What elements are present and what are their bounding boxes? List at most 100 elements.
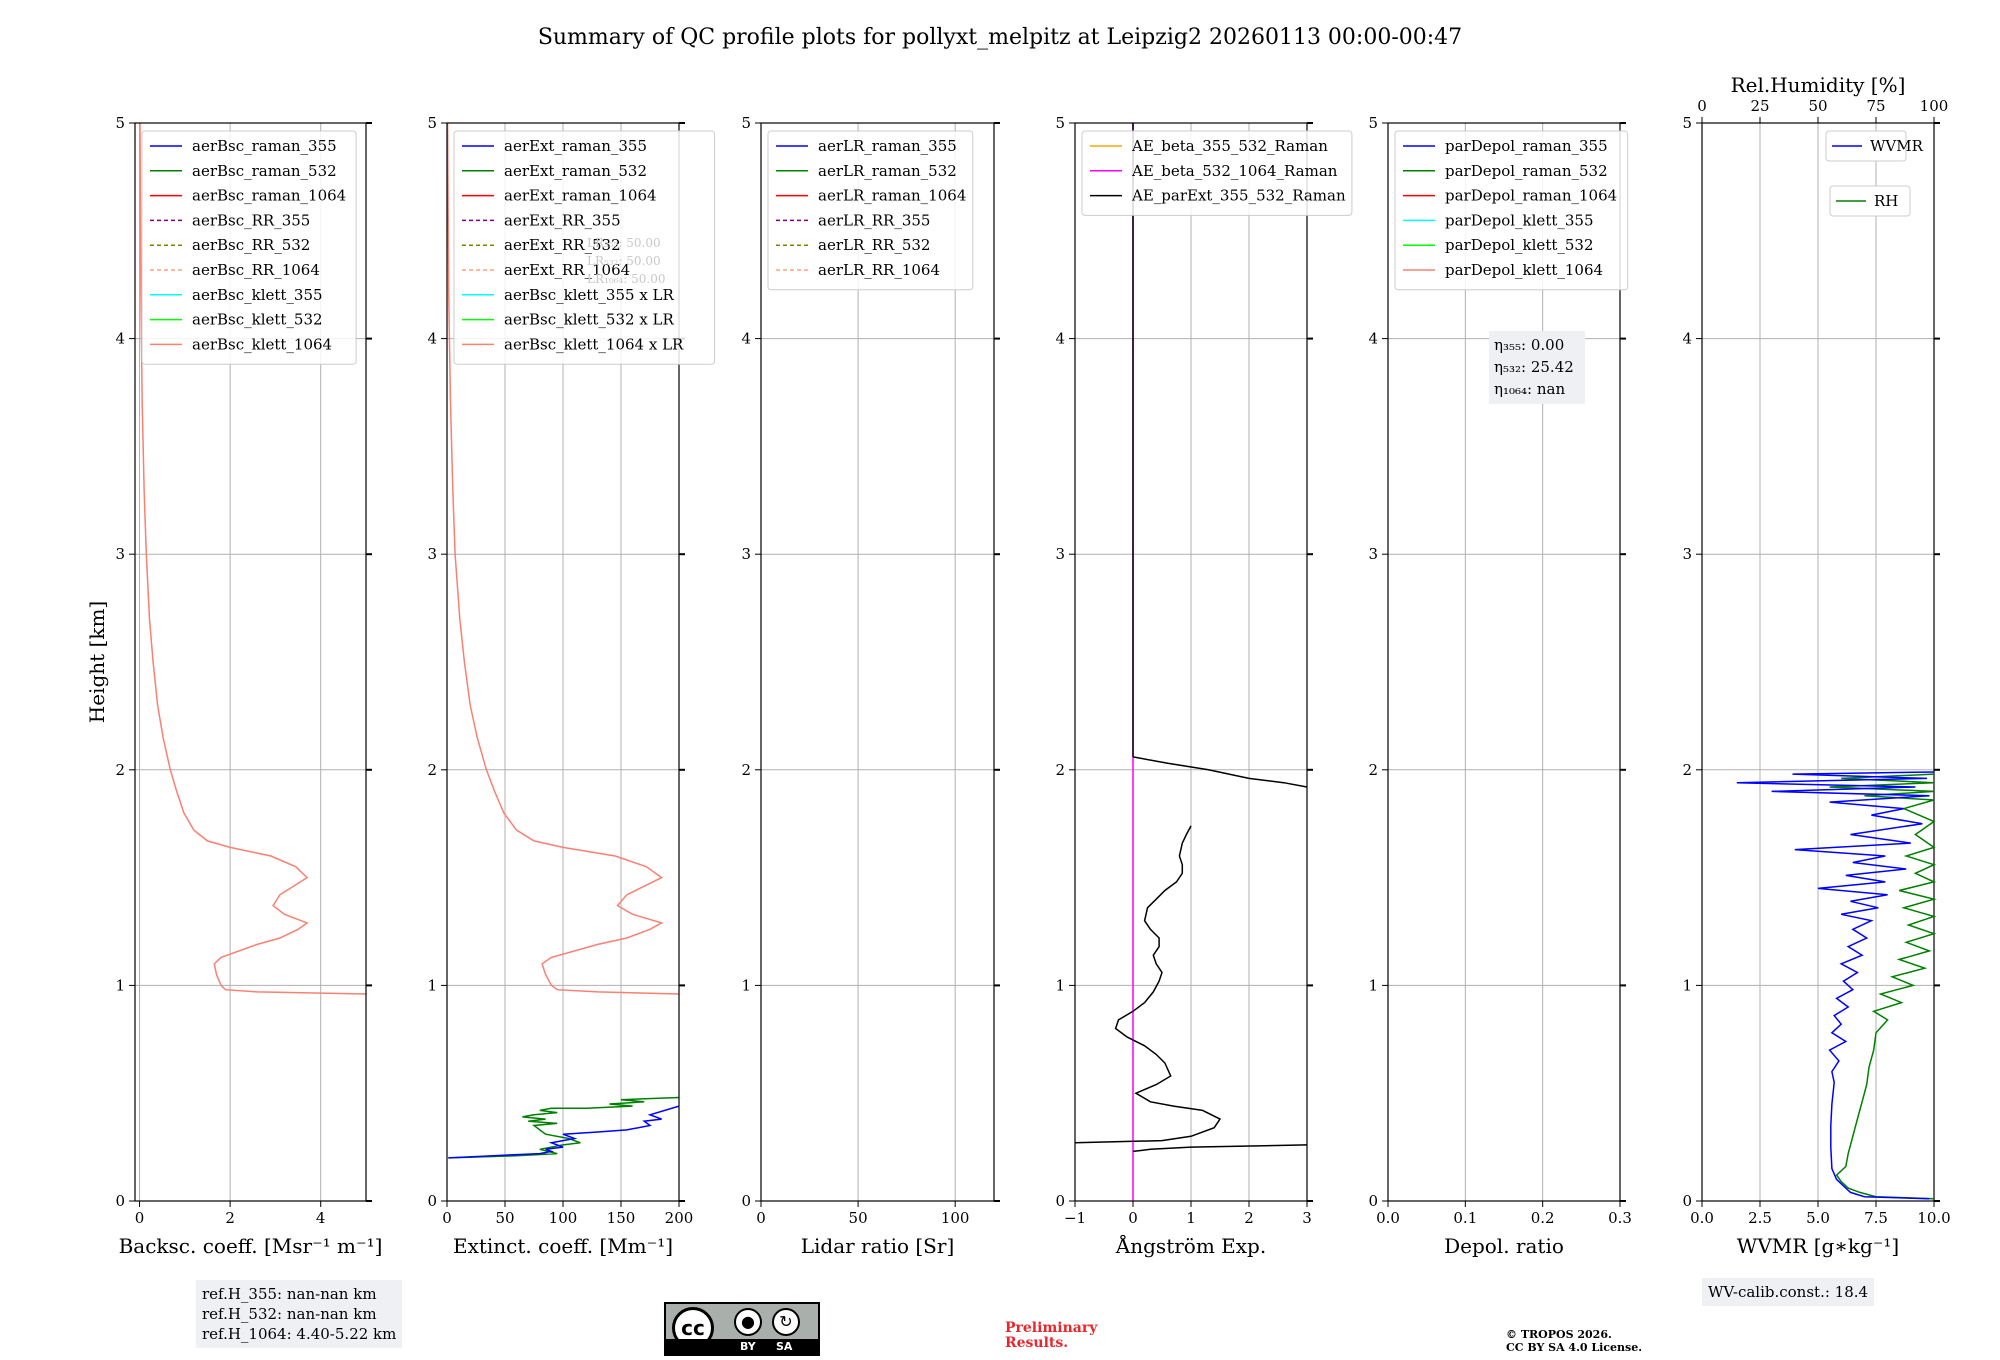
y-tick-label: 3 xyxy=(1055,545,1065,563)
y-tick-label: 3 xyxy=(741,545,751,563)
y-tick-label: 2 xyxy=(1055,761,1065,779)
y-tick-label: 0 xyxy=(1682,1192,1692,1210)
top-x-tick-label: 0 xyxy=(1697,97,1707,115)
legend-label: aerExt_RR_532 xyxy=(504,236,621,254)
eta-label: η₃₅₅: 0.00 xyxy=(1494,336,1564,354)
x-axis-label: Extinct. coeff. [Mm⁻¹] xyxy=(453,1234,673,1258)
y-tick-label: 5 xyxy=(115,114,125,132)
cc-by-label: BY xyxy=(740,1340,756,1353)
panel-ext: 0 50 100 150 200 0 1 2 3 4 5 Extinct. coeff. [Mm⁻¹]… xyxy=(427,114,716,1258)
y-tick-label: 1 xyxy=(1368,976,1378,994)
x-tick-label: 0 xyxy=(135,1209,145,1227)
preliminary-note: Preliminary Results. xyxy=(1005,1321,1097,1351)
x-tick-label: 0.2 xyxy=(1531,1209,1555,1227)
legend-label: aerBsc_klett_1064 x LR xyxy=(504,335,684,353)
x-tick-label: 150 xyxy=(607,1209,636,1227)
series-line-aerExt_raman_532 xyxy=(449,1096,680,1159)
x-tick-label: 0.1 xyxy=(1453,1209,1477,1227)
copyright-line-1: © TROPOS 2026. xyxy=(1506,1328,1612,1341)
y-tick-label: 0 xyxy=(1368,1192,1378,1210)
legend-label: aerBsc_klett_532 x LR xyxy=(504,311,675,329)
y-tick-label: 4 xyxy=(1682,330,1692,348)
y-tick-label: 0 xyxy=(1055,1192,1065,1210)
y-tick-label: 0 xyxy=(115,1192,125,1210)
y-tick-label: 2 xyxy=(1368,761,1378,779)
y-tick-label: 1 xyxy=(1682,976,1692,994)
legend-label: aerLR_raman_1064 xyxy=(818,187,966,205)
legend-label: aerBsc_RR_1064 xyxy=(192,261,320,279)
top-x-tick-label: 50 xyxy=(1808,97,1827,115)
y-tick-label: 5 xyxy=(741,114,751,132)
x-tick-label: 0 xyxy=(1128,1209,1138,1227)
legend-label: aerBsc_klett_532 xyxy=(192,311,323,329)
legend-label: parDepol_klett_532 xyxy=(1445,236,1594,254)
x-tick-label: 0.0 xyxy=(1690,1209,1714,1227)
y-tick-label: 3 xyxy=(1368,545,1378,563)
y-tick-label: 2 xyxy=(1682,761,1692,779)
cc-badge-strip xyxy=(666,1339,818,1354)
axes-frame xyxy=(134,122,367,1202)
copyright-note: © TROPOS 2026. CC BY SA 4.0 License. xyxy=(1506,1328,1642,1354)
x-axis-label: Lidar ratio [Sr] xyxy=(801,1234,955,1258)
legend-label: aerLR_raman_355 xyxy=(818,137,957,155)
legend-label: aerBsc_raman_1064 xyxy=(192,187,346,205)
y-tick-label: 2 xyxy=(115,761,125,779)
y-tick-label: 0 xyxy=(427,1192,437,1210)
legend-label: WVMR xyxy=(1870,137,1924,155)
y-tick-label: 4 xyxy=(1368,330,1378,348)
axes-frame xyxy=(760,122,995,1202)
x-tick-label: 2 xyxy=(225,1209,235,1227)
eta-box xyxy=(1489,331,1585,404)
series-line-aerExt_raman_355 xyxy=(448,1105,680,1159)
legend-label: aerExt_raman_1064 xyxy=(504,187,657,205)
legend-label: AE_beta_532_1064_Raman xyxy=(1131,162,1338,180)
x-tick-label: 100 xyxy=(549,1209,578,1227)
x-tick-label: 0.0 xyxy=(1376,1209,1400,1227)
panel-wv: 0.0 2.5 5.0 7.5 10.0 0 1 2 3 4 5 WVMR [g∗kg⁻¹] 0 25 50… xyxy=(1682,73,1950,1258)
y-tick-label: 5 xyxy=(1682,114,1692,132)
series-line-AE_parExt_355_532_Raman xyxy=(1074,825,1222,1144)
panel-lr: 0 50 100 0 1 2 3 4 5 Lidar ratio [Sr] aerLR_raman_… xyxy=(741,114,1000,1258)
copyright-line-2: CC BY SA 4.0 License. xyxy=(1506,1341,1643,1354)
legend-label: aerBsc_RR_532 xyxy=(192,236,310,254)
legend-label: aerExt_raman_532 xyxy=(504,162,647,180)
x-tick-label: 7.5 xyxy=(1864,1209,1888,1227)
legend-label: aerBsc_raman_532 xyxy=(192,162,337,180)
legend-box xyxy=(1081,130,1353,216)
share-alike-icon: ↻ xyxy=(772,1308,800,1336)
y-tick-label: 4 xyxy=(115,330,125,348)
y-tick-label: 4 xyxy=(427,330,437,348)
axes-frame xyxy=(1387,122,1621,1202)
series-line-RH xyxy=(1829,773,1937,1200)
top-x-tick-label: 100 xyxy=(1920,97,1949,115)
eta-label: η₅₃₂: 25.42 xyxy=(1494,358,1574,376)
legend-box-rh xyxy=(1829,185,1911,217)
x-tick-label: 2.5 xyxy=(1748,1209,1772,1227)
x-tick-label: 50 xyxy=(495,1209,514,1227)
y-tick-label: 2 xyxy=(427,761,437,779)
legend-label: aerLR_RR_1064 xyxy=(818,261,940,279)
x-tick-label: 10.0 xyxy=(1917,1209,1950,1227)
y-tick-label: 1 xyxy=(1055,976,1065,994)
panel-bsc: 0 2 4 0 1 2 3 4 5 Backsc. coeff. [Msr⁻¹ m⁻¹] aerBs… xyxy=(85,114,382,1258)
x-tick-label: 3 xyxy=(1302,1209,1312,1227)
legend-label: parDepol_raman_355 xyxy=(1445,137,1608,155)
legend-label: parDepol_klett_1064 xyxy=(1445,261,1603,279)
y-tick-label: 3 xyxy=(1682,545,1692,563)
y-tick-label: 0 xyxy=(741,1192,751,1210)
axes-layer: 0 2 4 0 1 2 3 4 5 Backsc. coeff. [Msr⁻¹ m⁻¹] aerBs… xyxy=(85,73,1951,1258)
lr-annotation: LR₃₅₅: 50.00 xyxy=(587,236,661,250)
top-x-tick-label: 75 xyxy=(1866,97,1885,115)
legend-label: aerBsc_RR_355 xyxy=(192,211,310,229)
series-line-AE_parExt_355_532_Raman-low xyxy=(1132,1144,1308,1153)
lr-annotation: LR₅₃₂: 50.00 xyxy=(587,254,661,268)
legend-label: aerBsc_klett_355 x LR xyxy=(504,286,675,304)
ref-height-355: ref.H_355: nan-nan km xyxy=(202,1285,377,1303)
x-tick-label: −1 xyxy=(1064,1209,1086,1227)
legend-label: AE_beta_355_532_Raman xyxy=(1131,137,1328,155)
ref-height-1064: ref.H_1064: 4.40-5.22 km xyxy=(202,1325,397,1343)
y-tick-label: 5 xyxy=(1368,114,1378,132)
y-tick-label: 4 xyxy=(1055,330,1065,348)
